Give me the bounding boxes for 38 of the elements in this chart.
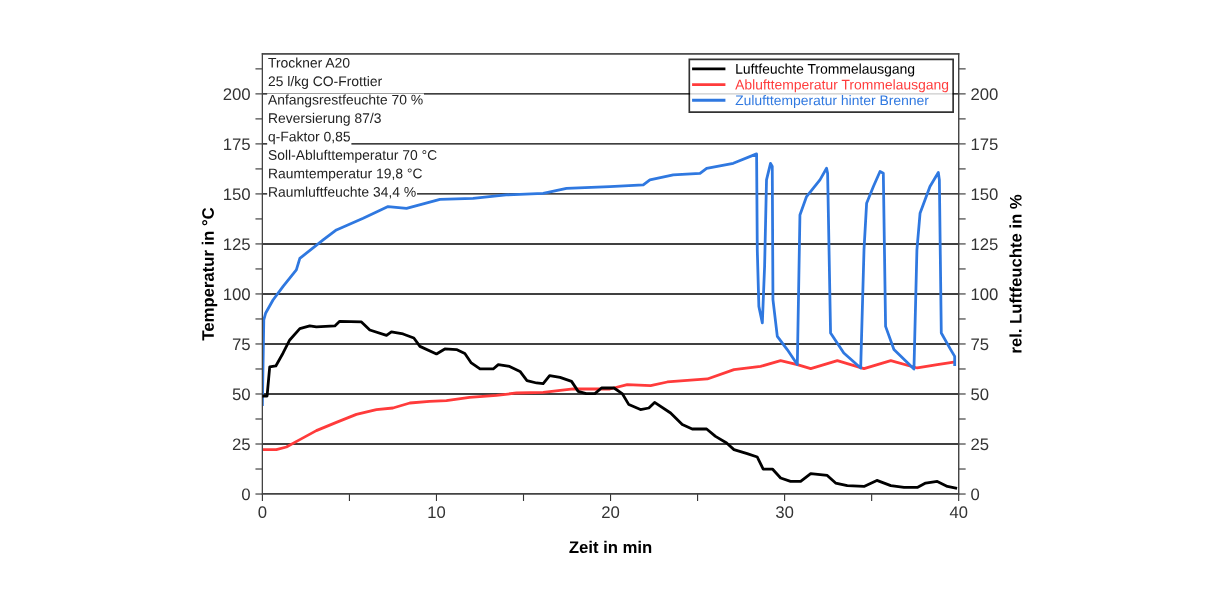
y2-tick-label: 0 — [971, 488, 980, 501]
y-tick-label: 0 — [241, 488, 250, 501]
legend-label: Zulufttemperatur hinter Brenner — [735, 95, 929, 108]
annotation: q-Faktor 0,85 — [268, 131, 350, 145]
annotation: Anfangsrestfeuchte 70 % — [268, 94, 423, 108]
x-tick-label: 0 — [258, 506, 267, 519]
annotation: Raumluftfeuchte 34,4 % — [269, 186, 416, 199]
y2-tick-label: 50 — [971, 388, 989, 401]
y-tick-label: 200 — [223, 88, 250, 101]
y-tick-label: 100 — [224, 288, 250, 301]
y2-tick-label: 25 — [971, 438, 989, 451]
annotation: Reversierung 87/3 — [269, 112, 381, 126]
y-tick-label: 50 — [232, 388, 250, 401]
annotation: Trockner A20 — [268, 57, 350, 68]
y-tick-label: 175 — [224, 138, 250, 151]
annotation: 25 l/kg CO-Frottier — [268, 75, 382, 89]
legend-label: Luftfeuchte Trommelausgang — [736, 63, 915, 77]
legend-label: Ablufttemperatur Trommelausgang — [735, 79, 949, 93]
y2-tick-label: 75 — [971, 338, 989, 351]
y2-tick-label: 150 — [971, 188, 998, 201]
annotation: Raumtemperatur 19,8 °C — [269, 168, 422, 182]
y-tick-label: 75 — [232, 338, 250, 351]
y2-tick-label: 100 — [971, 288, 998, 301]
line-series — [262, 359, 956, 451]
x-tick-label: 40 — [949, 506, 968, 519]
y-tick-label: 125 — [224, 238, 250, 251]
y2-tick-label: 125 — [971, 238, 998, 251]
y2-tick-label: 200 — [971, 88, 998, 101]
x-tick-label: 20 — [602, 506, 620, 519]
y-tick-label: 150 — [224, 188, 250, 201]
x-axis-title: Zeit in min — [569, 540, 652, 554]
y2-axis-title: rel. Luftfeuchte in % — [1009, 194, 1022, 353]
x-tick-label: 30 — [775, 506, 794, 519]
y-axis-title: Temperatur in °C — [201, 207, 218, 341]
annotation: Soll-Ablufttemperatur 70 °C — [268, 149, 437, 163]
y2-tick-label: 175 — [971, 138, 998, 151]
y-tick-label: 25 — [232, 438, 250, 451]
x-tick-label: 10 — [428, 506, 446, 519]
